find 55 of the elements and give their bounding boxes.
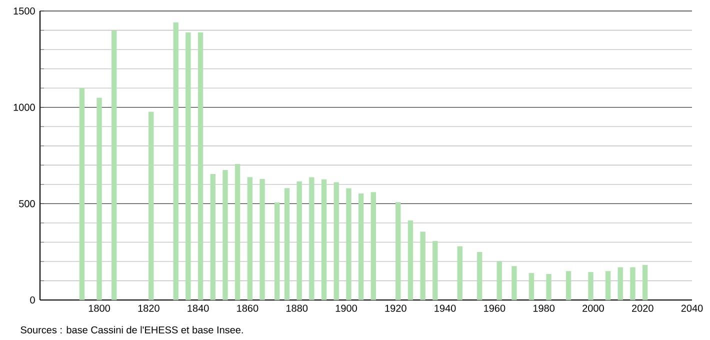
bar — [284, 188, 290, 300]
bar — [630, 267, 636, 300]
bar — [512, 266, 517, 300]
bar — [370, 192, 376, 300]
y-tick-label: 500 — [19, 200, 35, 208]
bar — [321, 179, 327, 300]
bar — [222, 170, 228, 300]
source-note: Sources : base Cassini de l'EHESS et base Insee. — [20, 326, 243, 334]
x-tick-label: 2020 — [632, 304, 654, 312]
bar — [334, 182, 339, 300]
bar — [546, 274, 552, 300]
x-tick-label: 1880 — [286, 304, 308, 312]
bar — [309, 177, 314, 300]
x-tick-label: 1840 — [188, 304, 209, 312]
x-tick-label: 1860 — [237, 304, 258, 312]
x-tick-label: 1980 — [533, 304, 555, 312]
bar — [173, 22, 178, 300]
bar — [234, 164, 240, 300]
x-tick-label: 1800 — [88, 304, 110, 312]
bar — [210, 174, 216, 300]
bar — [566, 271, 572, 300]
bar — [186, 32, 191, 300]
bar — [457, 246, 462, 300]
x-tick-label: 1820 — [138, 304, 160, 312]
x-tick-label: 1940 — [434, 304, 456, 312]
bar — [432, 241, 438, 300]
bar — [642, 264, 648, 300]
bar — [528, 273, 534, 300]
x-tick-label: 2040 — [681, 304, 703, 312]
bar — [260, 179, 265, 300]
x-tick-label: 1960 — [484, 304, 506, 312]
bar — [358, 193, 364, 300]
x-tick-label: 1920 — [385, 304, 406, 312]
bar — [496, 261, 502, 300]
bar — [274, 202, 280, 300]
bar — [346, 188, 352, 300]
y-tick-label: 1000 — [14, 104, 35, 111]
bar — [396, 202, 401, 300]
bar — [148, 112, 154, 300]
y-tick-label: 1500 — [14, 7, 35, 15]
bar — [296, 181, 302, 300]
bar — [477, 252, 482, 300]
bar — [247, 177, 253, 300]
bar — [408, 220, 414, 300]
bar — [112, 30, 117, 300]
bar — [588, 272, 594, 300]
bar — [79, 88, 85, 300]
y-tick-label: 0 — [30, 296, 35, 304]
bar — [420, 232, 426, 300]
bar — [605, 271, 611, 300]
bar — [618, 267, 623, 300]
x-tick-label: 2000 — [582, 304, 604, 312]
bar — [96, 98, 102, 300]
bar — [198, 32, 204, 300]
x-tick-label: 1900 — [336, 304, 357, 312]
